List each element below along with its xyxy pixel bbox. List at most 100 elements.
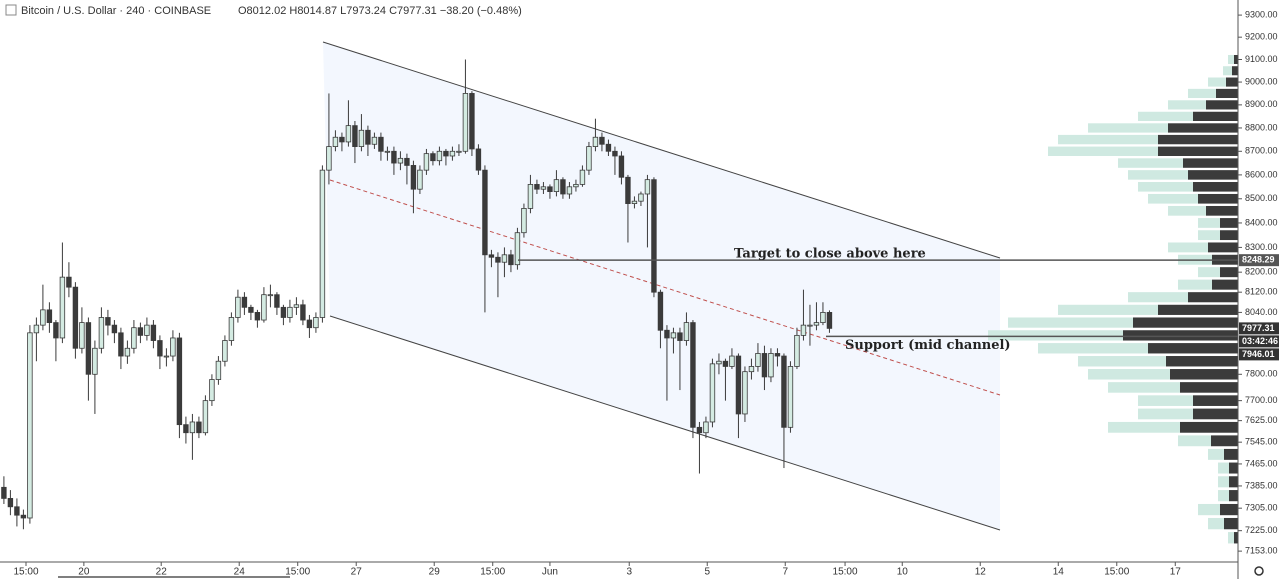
vp-sell [1220, 267, 1238, 278]
candle-body [735, 355, 742, 415]
candle-body [579, 169, 586, 185]
candle-body [66, 276, 72, 288]
vp-buy [1008, 317, 1133, 328]
candle-body [85, 322, 92, 375]
candle-body [612, 150, 618, 157]
vp-sell [1170, 369, 1238, 380]
candle-body [235, 296, 241, 318]
price-badge [1239, 348, 1279, 361]
channel-fill [323, 42, 1000, 530]
candle-body [33, 324, 40, 334]
vp-buy [1188, 88, 1216, 99]
settings-icon[interactable] [1254, 566, 1264, 576]
y-tick-label: 8200.00 [1245, 267, 1278, 277]
candle-body [300, 304, 306, 321]
x-tick-label: 15:00 [833, 567, 858, 578]
vp-sell [1168, 123, 1238, 133]
vp-sell [1220, 230, 1238, 241]
vp-sell [1226, 77, 1238, 87]
y-tick-label: 8400.00 [1245, 217, 1278, 227]
axes: 9300.00 9200.00 9100.00 9000.00 8900.00 8800.… [13, 9, 1279, 578]
candle-body [27, 332, 33, 519]
annotation: Support (mid channel) [845, 338, 1011, 353]
candle-body [176, 337, 183, 426]
candle-body [163, 355, 170, 358]
candle-body [111, 324, 118, 334]
y-tick-label: 7545.00 [1245, 437, 1278, 447]
y-tick-label: 8500.00 [1245, 193, 1278, 203]
candle-body [254, 312, 261, 321]
y-tick-label: 9000.00 [1245, 76, 1278, 86]
candle-body [534, 184, 540, 190]
channel-top [322, 41, 1001, 259]
vp-buy [1108, 421, 1180, 433]
candle-body [339, 136, 345, 143]
candle-body [664, 329, 670, 339]
vp-buy [1178, 435, 1211, 447]
candle-body [267, 294, 274, 297]
vp-sell [1220, 218, 1238, 228]
candle-body [696, 426, 703, 434]
candle-body [202, 400, 209, 434]
vp-sell [1193, 182, 1238, 192]
candle-body [137, 327, 144, 336]
x-tick-label: 10 [897, 567, 909, 578]
candle-body [722, 360, 729, 367]
x-tick-label: 20 [78, 567, 90, 578]
vp-sell [1166, 356, 1238, 367]
vp-sell [1212, 279, 1238, 290]
candle-body [404, 157, 410, 166]
y-tick-label: 7153.00 [1245, 545, 1278, 555]
vp-sell [1180, 382, 1238, 393]
candle-body [560, 179, 566, 195]
x-tick-label: 17 [1170, 567, 1182, 578]
vp-buy [1128, 170, 1188, 180]
candle-body [92, 347, 98, 375]
x-tick-label: 29 [429, 567, 441, 578]
vp-buy [1198, 503, 1220, 516]
vp-sell [1123, 330, 1238, 341]
volume-profile [988, 54, 1238, 544]
y-tick-label: 7625.00 [1245, 415, 1278, 425]
price-badge [1239, 335, 1279, 348]
candle-body [540, 186, 547, 190]
candle-body [241, 296, 248, 308]
x-tick-label: 15:00 [1104, 567, 1129, 578]
candle-body [417, 169, 423, 190]
candle-body [345, 125, 352, 143]
vp-sell [1211, 435, 1238, 447]
candle-body [826, 312, 833, 329]
x-tick-label: 15:00 [480, 567, 505, 578]
candle-body [586, 146, 592, 171]
candle-body [794, 334, 800, 367]
vp-buy [1168, 205, 1206, 216]
candle-body [729, 355, 735, 367]
vp-sell [1133, 317, 1238, 328]
candle-body [482, 169, 488, 256]
vp-buy [1138, 408, 1193, 420]
symbol-title: Bitcoin / U.S. Dollar · 240 · COINBASE [21, 5, 211, 17]
vp-buy [1078, 356, 1166, 367]
vp-buy [1108, 382, 1180, 393]
candle-body [670, 332, 677, 339]
price-badge [1239, 254, 1279, 267]
vp-sell [1229, 490, 1238, 502]
candle-body [599, 136, 605, 145]
price-badge-label: 7977.31 [1242, 323, 1275, 333]
candle-body [748, 366, 755, 373]
candle-body [40, 309, 46, 326]
candle-body [170, 337, 176, 357]
candle-body [209, 379, 215, 402]
candle-body [501, 254, 508, 263]
candle-body [495, 256, 501, 263]
vp-buy [1208, 448, 1224, 460]
vp-buy [1218, 476, 1229, 488]
vp-buy [1198, 218, 1220, 228]
symbol-icon[interactable] [5, 4, 17, 16]
vp-sell [1193, 408, 1238, 420]
vp-sell [1220, 503, 1238, 516]
candle-body [189, 421, 196, 434]
price-badge-label: 03:42:46 [1242, 336, 1278, 346]
vp-buy [1048, 146, 1158, 156]
